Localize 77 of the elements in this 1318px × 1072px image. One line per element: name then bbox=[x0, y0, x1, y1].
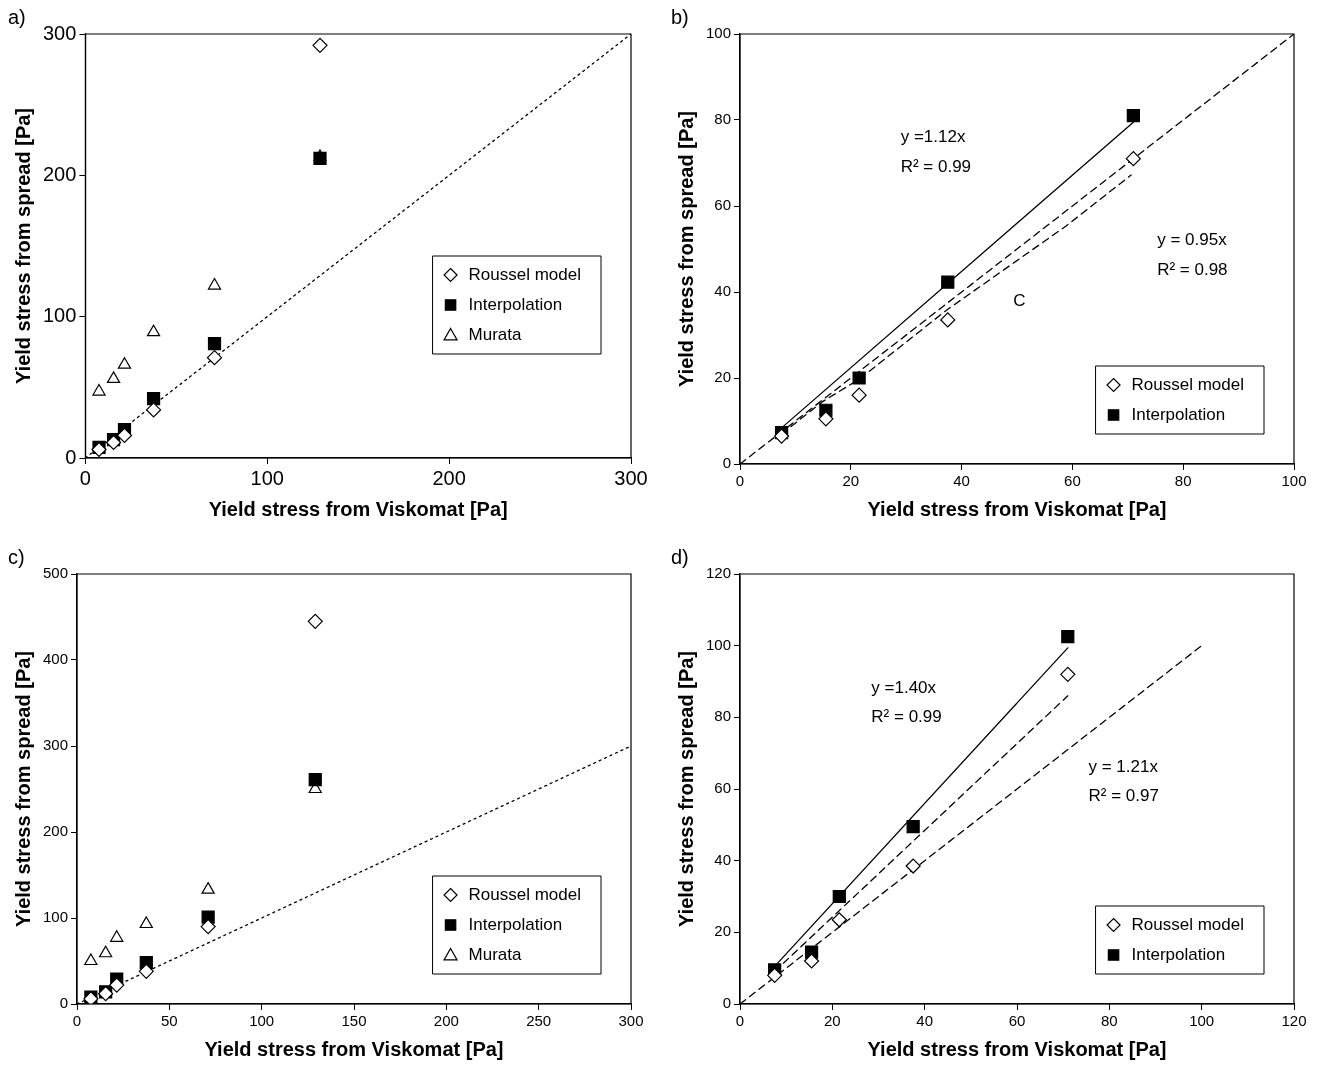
x-tick-label: 200 bbox=[433, 1012, 459, 1030]
x-tick-label: 100 bbox=[249, 1012, 275, 1030]
legend-label: Roussel model bbox=[1131, 914, 1245, 934]
x-axis-title: Yield stress from Viskomat [Pa] bbox=[204, 1037, 504, 1060]
y-tick-label: 100 bbox=[43, 908, 69, 926]
y-tick-label: 0 bbox=[59, 994, 69, 1012]
x-tick-label: 150 bbox=[341, 1012, 367, 1030]
x-tick-label: 50 bbox=[161, 1012, 178, 1030]
annotation: y =1.40x bbox=[871, 678, 937, 698]
y-tick-label: 200 bbox=[43, 822, 69, 840]
x-tick-label: 20 bbox=[824, 1012, 841, 1030]
y-tick-label: 80 bbox=[714, 110, 732, 128]
legend-label: Interpolation bbox=[1131, 944, 1226, 964]
chart-title: d) bbox=[671, 545, 689, 568]
x-tick-label: 0 bbox=[79, 466, 91, 489]
y-tick-label: 60 bbox=[714, 779, 732, 797]
x-tick-label: 300 bbox=[614, 466, 648, 489]
x-tick-label: 100 bbox=[1281, 472, 1307, 490]
y-axis-title: Yield stress from spread [Pa] bbox=[11, 650, 34, 928]
legend-label: Interpolation bbox=[468, 294, 563, 314]
y-tick-label: 0 bbox=[722, 994, 732, 1012]
x-tick-label: 300 bbox=[618, 1012, 644, 1030]
x-tick-label: 60 bbox=[1008, 1012, 1026, 1030]
y-tick-label: 100 bbox=[706, 635, 732, 653]
x-axis-title: Yield stress from Viskomat [Pa] bbox=[867, 1037, 1167, 1060]
y-tick-label: 0 bbox=[722, 454, 732, 472]
y-tick-label: 0 bbox=[65, 445, 77, 468]
x-tick-label: 20 bbox=[842, 472, 860, 490]
annotation: y = 0.95x bbox=[1157, 230, 1228, 250]
y-tick-label: 100 bbox=[706, 24, 732, 42]
legend-label: Murata bbox=[468, 944, 523, 964]
x-tick-label: 40 bbox=[916, 1012, 934, 1030]
annotation: R² = 0.97 bbox=[1088, 786, 1159, 805]
legend-label: Roussel model bbox=[1131, 374, 1245, 394]
y-tick-label: 20 bbox=[714, 368, 732, 386]
y-tick-label: 40 bbox=[714, 282, 732, 300]
y-tick-label: 120 bbox=[706, 564, 732, 582]
annotation: C bbox=[1013, 290, 1026, 310]
annotation: R² = 0.99 bbox=[900, 156, 972, 176]
y-axis-title: Yield stress from spread [Pa] bbox=[11, 107, 34, 385]
y-tick-label: 20 bbox=[714, 922, 732, 940]
x-tick-label: 80 bbox=[1174, 472, 1192, 490]
x-tick-label: 100 bbox=[250, 466, 284, 489]
y-tick-label: 80 bbox=[714, 707, 732, 725]
x-tick-label: 0 bbox=[735, 472, 745, 490]
x-tick-label: 120 bbox=[1281, 1012, 1307, 1030]
x-tick-label: 100 bbox=[1189, 1012, 1215, 1030]
x-tick-label: 40 bbox=[953, 472, 970, 490]
x-tick-label: 60 bbox=[1064, 472, 1081, 490]
y-tick-label: 500 bbox=[43, 564, 69, 582]
y-tick-label: 300 bbox=[42, 21, 77, 44]
legend-label: Murata bbox=[468, 324, 523, 344]
y-tick-label: 100 bbox=[42, 304, 77, 327]
chart-title: c) bbox=[8, 545, 25, 568]
y-tick-label: 40 bbox=[714, 850, 732, 868]
y-tick-label: 400 bbox=[43, 650, 69, 668]
chart-title: b) bbox=[671, 5, 689, 28]
x-axis-title: Yield stress from Viskomat [Pa] bbox=[208, 497, 508, 520]
x-tick-label: 0 bbox=[735, 1012, 745, 1030]
annotation: y =1.12x bbox=[900, 126, 966, 146]
legend-label: Interpolation bbox=[1131, 404, 1226, 424]
annotation: R² = 0.98 bbox=[1157, 260, 1228, 280]
x-tick-label: 250 bbox=[526, 1012, 552, 1030]
y-tick-label: 200 bbox=[42, 162, 77, 185]
x-tick-label: 200 bbox=[432, 466, 466, 489]
x-tick-label: 80 bbox=[1101, 1012, 1118, 1030]
legend-label: Interpolation bbox=[468, 914, 563, 934]
y-tick-label: 300 bbox=[43, 736, 69, 754]
chart-title: a) bbox=[8, 5, 26, 28]
legend-label: Roussel model bbox=[468, 884, 582, 904]
y-axis-title: Yield stress from spread [Pa] bbox=[674, 650, 697, 928]
annotation: R² = 0.99 bbox=[871, 706, 942, 726]
legend-label: Roussel model bbox=[468, 264, 582, 284]
annotation: y = 1.21x bbox=[1088, 757, 1159, 777]
y-axis-title: Yield stress from spread [Pa] bbox=[674, 110, 697, 388]
y-tick-label: 60 bbox=[714, 196, 732, 214]
x-axis-title: Yield stress from Viskomat [Pa] bbox=[867, 497, 1167, 520]
